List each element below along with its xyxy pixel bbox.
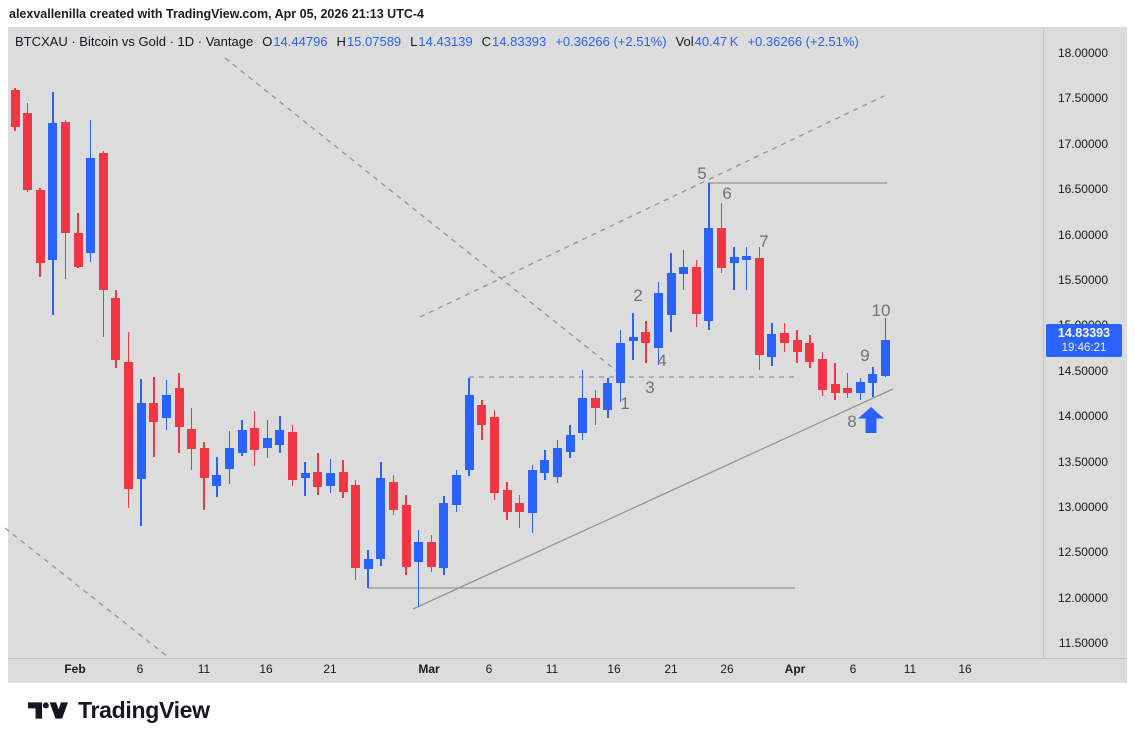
footer: TradingView	[28, 697, 210, 724]
time-tick-label-11: 11	[545, 662, 559, 676]
time-tick-label-16: 16	[958, 662, 972, 676]
price-tick-label: 17.00000	[1057, 136, 1108, 151]
attribution-text: alexvallenilla created with TradingView.…	[9, 7, 424, 21]
time-tick-label-11: 11	[197, 662, 211, 676]
time-tick-label-21: 21	[323, 662, 337, 676]
tradingview-logo-text[interactable]: TradingView	[78, 697, 210, 723]
price-axis-divider	[1043, 27, 1044, 658]
price-tick-label: 17.50000	[1057, 91, 1108, 106]
high-value: H 15.07589	[336, 34, 402, 49]
bar-countdown: 19:46:21	[1061, 342, 1107, 355]
price-tick-label: 13.50000	[1057, 454, 1108, 469]
price-tick-label: 14.50000	[1057, 363, 1108, 378]
time-axis-divider	[8, 658, 1127, 659]
chart-legend: BTCXAU · Bitcoin vs Gold · 1D · Vantage …	[15, 34, 859, 49]
symbol-title[interactable]: BTCXAU · Bitcoin vs Gold · 1D · Vantage	[15, 34, 254, 49]
price-tick-label: 15.50000	[1057, 273, 1108, 287]
time-axis[interactable]: Feb 6 11 16 21 Mar 6 11 16 21 26 Apr 6 11 16	[8, 658, 1127, 683]
time-tick-label-16: 16	[607, 662, 621, 676]
price-tick-label: 12.00000	[1057, 590, 1108, 605]
last-price: 14.83393	[1057, 326, 1111, 341]
time-tick-label-feb: Feb	[64, 662, 86, 676]
change-value: +0.36266 (+2.51%)	[555, 34, 667, 49]
time-tick-label-6: 6	[136, 662, 144, 676]
price-tick-label: 11.50000	[1058, 636, 1108, 651]
price-tick-label: 12.50000	[1057, 545, 1108, 560]
open-value: O 14.44796	[262, 34, 328, 49]
time-tick-label-6: 6	[485, 662, 493, 676]
time-tick-label-6: 6	[849, 662, 857, 676]
price-tick-label: 14.00000	[1057, 409, 1108, 424]
close-value: C 14.83393	[481, 34, 547, 49]
price-tick-label: 16.00000	[1057, 227, 1108, 242]
tradingview-logo-icon[interactable]	[28, 697, 68, 724]
low-value: L 14.43139	[410, 34, 473, 49]
time-tick-label-apr: Apr	[784, 662, 806, 676]
time-tick-label-21: 21	[664, 662, 678, 676]
last-price-badge: 14.83393 19:46:21	[1046, 324, 1122, 358]
price-tick-label: 13.00000	[1057, 500, 1108, 514]
time-tick-label-mar: Mar	[418, 662, 440, 676]
volume-value: Vol 40.47 K	[675, 34, 739, 49]
time-tick-label-16: 16	[259, 662, 273, 676]
volume-change-value: +0.36266 (+2.51%)	[747, 34, 859, 49]
price-tick-label: 16.50000	[1057, 182, 1108, 197]
chart-surface[interactable]	[8, 27, 1127, 683]
time-tick-label-26: 26	[720, 662, 734, 676]
time-tick-label-11: 11	[903, 662, 917, 676]
price-tick-label: 18.00000	[1057, 46, 1108, 60]
price-axis[interactable]: 14.83393 19:46:21 18.00000 17.50000 17.000…	[1044, 27, 1135, 658]
